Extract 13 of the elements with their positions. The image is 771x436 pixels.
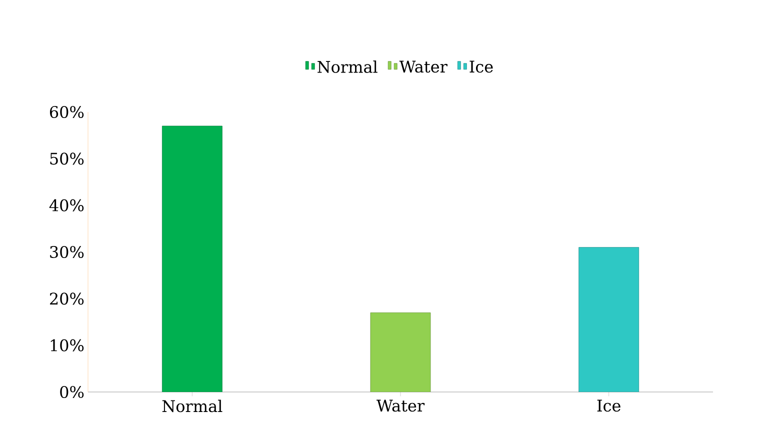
x-tick-label: Ice — [597, 400, 620, 412]
y-tick-label: 60% — [50, 106, 84, 118]
y-tick-label: 30% — [50, 246, 84, 258]
legend-label: Normal — [318, 60, 378, 73]
y-tick-label: 20% — [50, 292, 84, 305]
legend-label: Ice — [470, 60, 493, 73]
legend-label: Water — [399, 60, 448, 73]
y-tick-label: 40% — [49, 199, 84, 212]
x-tick-label: Water — [376, 400, 425, 412]
y-tick-label: 10% — [50, 339, 84, 352]
x-tick-label: Normal — [162, 400, 222, 412]
y-tick-label: 50% — [50, 152, 84, 165]
y-tick-label: 0% — [60, 386, 84, 398]
